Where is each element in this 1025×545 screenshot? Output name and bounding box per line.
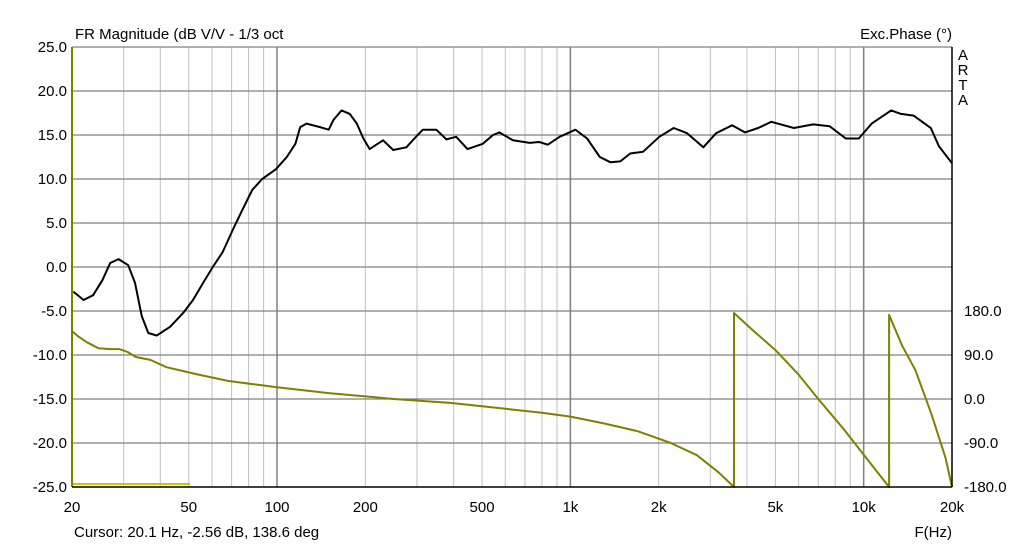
axis-labels: 25.0 20.0 15.0 10.0 5.0 0.0 -5.0 -10.0 -15.0 -20.…	[33, 39, 1007, 516]
x-tick-label: 1k	[562, 499, 578, 516]
y-tick-label: -5.0	[41, 303, 67, 320]
phase-series-line	[71, 312, 953, 488]
grid	[72, 46, 952, 487]
x-tick-label: 200	[353, 499, 378, 516]
y-tick-label: 10.0	[38, 171, 67, 188]
x-tick-label: 500	[470, 499, 495, 516]
y2-tick-label: 0.0	[964, 391, 985, 408]
y-tick-label: -25.0	[33, 479, 67, 496]
y-tick-label: 0.0	[46, 259, 67, 276]
x-tick-label: 100	[265, 499, 290, 516]
y2-tick-label: -180.0	[964, 479, 1007, 496]
x-tick-label: 20k	[940, 499, 965, 516]
y2-tick-label: 180.0	[964, 303, 1002, 320]
x-tick-label: 2k	[651, 499, 667, 516]
y-tick-label: 25.0	[38, 39, 67, 56]
y-tick-label: -15.0	[33, 391, 67, 408]
x-tick-label: 10k	[852, 499, 877, 516]
y2-tick-label: 90.0	[964, 347, 993, 364]
y-tick-label: 5.0	[46, 215, 67, 232]
curves	[71, 109, 953, 488]
x-tick-label: 50	[180, 499, 197, 516]
right-axis-title: Exc.Phase (°)	[860, 26, 952, 43]
y-tick-label: -20.0	[33, 435, 67, 452]
x-tick-label: 5k	[767, 499, 783, 516]
y-tick-label: 20.0	[38, 83, 67, 100]
y-tick-label: -10.0	[33, 347, 67, 364]
chart-title: FR Magnitude (dB V/V - 1/3 oct	[75, 26, 284, 43]
arta-logo: ARTA	[957, 47, 969, 109]
cursor-readout: Cursor: 20.1 Hz, -2.56 dB, 138.6 deg	[74, 524, 319, 541]
y-tick-label: 15.0	[38, 127, 67, 144]
x-tick-label: 20	[64, 499, 81, 516]
magnitude-series-line	[72, 109, 953, 337]
x-axis-label: F(Hz)	[915, 524, 953, 541]
y2-tick-label: -90.0	[964, 435, 998, 452]
